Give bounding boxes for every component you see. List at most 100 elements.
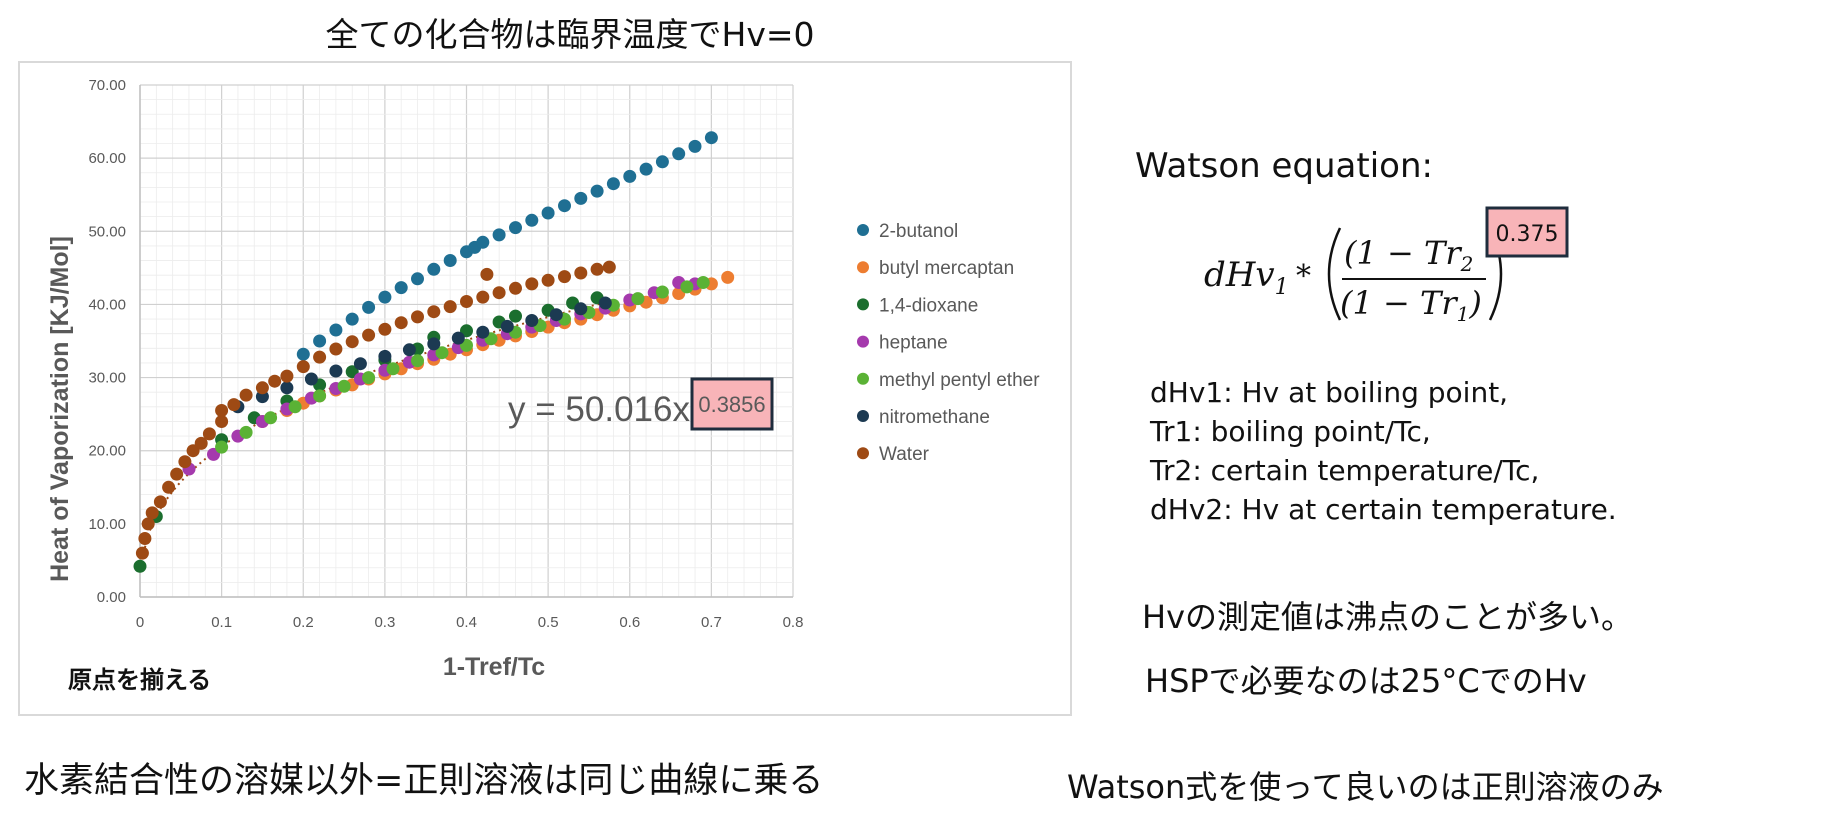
data-point-methyl-pentyl-ether [337,379,351,393]
y-tick-label: 70.00 [88,77,126,94]
data-point-nitromethane [353,357,367,371]
data-point-water [162,480,176,494]
legend-marker [857,335,869,348]
data-point-2-butanol [329,323,343,337]
data-point-water [153,495,167,509]
legend-marker [857,298,869,311]
formula-numerator: (1 − Tr2 [1344,234,1473,276]
data-point-2-butanol [590,184,604,198]
data-point-methyl-pentyl-ether [313,389,327,403]
data-point-water [558,270,571,284]
data-point-nitromethane [427,337,441,351]
data-point-water [202,427,216,441]
formula-denominator: (1 − Tr1) [1340,284,1482,326]
data-point-water [574,266,588,280]
data-point-2-butanol [378,290,392,304]
data-point-2-butanol [606,177,620,191]
data-point-2-butanol [362,300,376,314]
data-point-methyl-pentyl-ether [655,285,669,299]
data-point-water [602,260,616,274]
definition-line: dHv1: Hv at boiling point, [1150,376,1509,409]
data-point-2-butanol [427,262,441,276]
x-axis-title: 1-Tref/Tc [443,653,545,681]
note-watson-regular-solution: Watson式を使って良いのは正則溶液のみ [1067,768,1664,806]
x-tick-label: 0.7 [701,614,722,631]
data-point-2-butanol [345,312,359,326]
y-axis-title: Heat of Vaporization [KJ/Mol] [46,236,74,582]
note-hydrogen-bond: 水素結合性の溶媒以外=正則溶液は同じ曲線に乗る [24,761,824,801]
data-point-water [194,436,208,450]
data-point-water [178,455,192,469]
data-point-nitromethane [574,302,588,316]
x-tick-label: 0.4 [456,614,477,631]
y-tick-label: 0.00 [97,589,126,606]
data-point-methyl-pentyl-ether [215,440,229,454]
data-point-2-butanol [623,169,637,183]
x-tick-label: 0.5 [538,614,559,631]
x-tick-label: 0.3 [374,614,395,631]
formula-exponent: 0.375 [1496,222,1559,247]
legend-label: nitromethane [879,407,990,428]
grid [139,84,794,598]
data-point-water [215,404,229,417]
data-point-water [476,290,490,304]
data-point-methyl-pentyl-ether [631,292,645,306]
data-point-nitromethane [500,319,514,333]
data-point-nitromethane [378,349,392,363]
legend-label: Water [879,444,930,465]
legend-label: heptane [879,333,948,354]
data-point-water [378,322,392,336]
data-point-methyl-pentyl-ether [411,354,424,368]
data-points [133,131,735,573]
x-tick-label: 0.2 [293,614,314,631]
data-point-methyl-pentyl-ether [696,276,710,289]
data-point-2-butanol [704,131,718,145]
data-point-water [480,267,494,281]
data-point-water [329,342,343,356]
data-point-nitromethane [598,296,612,310]
data-point-2-butanol [655,155,669,169]
left-paren [1327,227,1342,321]
legend-marker [857,224,869,236]
formula-exponent-box [1485,206,1569,258]
data-point-nitromethane [329,364,343,378]
x-tick-label: 0.1 [211,614,232,631]
formula-star: * [1296,259,1311,294]
data-point-water [280,369,294,383]
x-tick-label: 0.8 [783,614,804,631]
data-point-water [345,335,359,349]
data-point-methyl-pentyl-ether [239,425,253,439]
data-point-water [411,310,424,324]
legend-marker [857,410,869,422]
data-point-water [525,277,539,291]
data-point-methyl-pentyl-ether [288,400,302,414]
data-point-nitromethane [280,381,294,395]
data-point-2-butanol [541,206,555,220]
data-point-water [141,517,155,531]
data-point-water [460,295,473,308]
data-point-water [509,281,522,295]
data-point-water [313,350,327,364]
data-point-methyl-pentyl-ether [264,411,278,425]
data-point-water [427,305,441,319]
legend-marker [857,261,869,274]
definition-line: dHv2: Hv at certain temperature. [1150,493,1617,526]
legend-label: 1,4-dioxane [879,295,978,316]
data-point-water [492,286,506,300]
data-point-nitromethane [549,308,563,322]
chart-frame: 0 0.1 0.2 0.3 0.4 0.5 0.6 0.7 0.8 0.00 10.00 20.00 3… [18,61,1072,716]
data-point-water [268,374,282,388]
legend-label: butyl mercaptan [879,258,1014,279]
legend-marker [857,447,869,460]
x-tick-label: 0 [136,614,144,631]
legend-label: methyl pentyl ether [879,370,1040,391]
data-point-water [227,398,241,412]
data-point-methyl-pentyl-ether [386,362,400,376]
y-tick-label: 50.00 [88,223,126,240]
note-hsp-25c: HSPで必要なのは25°CでのHv [1145,662,1587,700]
note-align-origin: 原点を揃える [68,666,212,694]
legend-marker [857,372,869,385]
data-point-2-butanol [443,254,457,267]
data-point-water [170,467,184,481]
data-point-water [215,415,229,428]
